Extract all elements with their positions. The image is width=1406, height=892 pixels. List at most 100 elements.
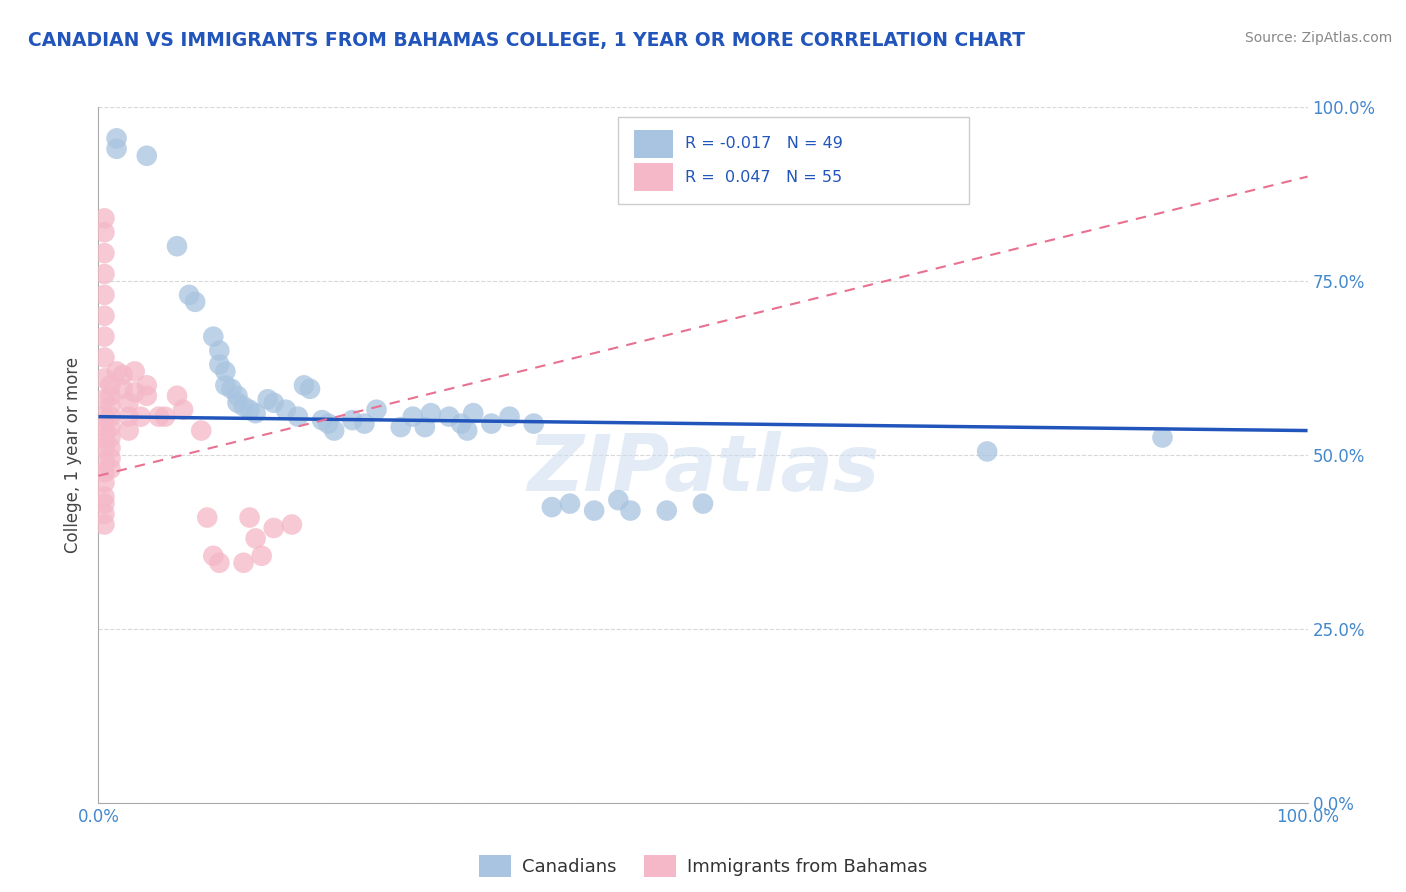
Point [420,406,443,420]
Point [274,402,297,417]
Point [93,371,115,385]
Point [226,389,249,403]
Point [366,402,388,417]
Point [135,149,157,163]
Point [93,475,115,490]
Point [202,549,225,563]
Point [655,503,678,517]
Point [93,517,115,532]
Point [323,424,346,438]
Point [93,441,115,455]
Point [481,417,503,431]
Point [124,385,146,400]
Point [413,420,436,434]
Point [93,225,115,239]
Point [523,417,546,431]
Point [437,409,460,424]
Point [135,389,157,403]
Point [316,417,339,431]
Text: CANADIAN VS IMMIGRANTS FROM BAHAMAS COLLEGE, 1 YEAR OR MORE CORRELATION CHART: CANADIAN VS IMMIGRANTS FROM BAHAMAS COLL… [28,31,1025,50]
Point [692,497,714,511]
Point [93,497,115,511]
Point [93,431,115,445]
Point [239,402,262,417]
Point [93,507,115,521]
Point [221,382,243,396]
Point [232,399,254,413]
Point [456,424,478,438]
Point [208,343,231,358]
Point [100,389,122,403]
Point [100,451,122,466]
Point [245,532,267,546]
Point [93,329,115,343]
Point [541,500,564,514]
Point [299,382,322,396]
Y-axis label: College, 1 year or more: College, 1 year or more [65,357,83,553]
Point [250,549,273,563]
Point [263,396,285,410]
Point [232,556,254,570]
Point [105,364,128,378]
Point [498,409,520,424]
Point [583,503,606,517]
Point [118,396,141,410]
Point [118,409,141,424]
Point [166,389,188,403]
Point [100,462,122,476]
Point [93,267,115,281]
Point [281,517,304,532]
Point [292,378,315,392]
Point [111,382,134,396]
FancyBboxPatch shape [619,118,969,204]
Point [100,399,122,413]
Legend: Canadians, Immigrants from Bahamas: Canadians, Immigrants from Bahamas [471,847,935,884]
Point [195,510,218,524]
Point [93,392,115,407]
Point [93,309,115,323]
Point [287,409,309,424]
Point [263,521,285,535]
Point [214,378,236,392]
Point [208,358,231,372]
Point [93,455,115,469]
Bar [634,163,673,191]
Point [172,402,194,417]
Point [179,288,201,302]
Point [353,417,375,431]
Point [976,444,998,458]
Text: ZIPatlas: ZIPatlas [527,431,879,507]
Point [118,424,141,438]
Point [190,424,212,438]
Point [607,493,630,508]
Point [100,420,122,434]
Bar [634,130,673,158]
Point [111,368,134,382]
Point [129,409,152,424]
Point [100,431,122,445]
Point [558,497,581,511]
Point [148,409,170,424]
Point [105,131,128,145]
Point [153,409,176,424]
Text: R = -0.017   N = 49: R = -0.017 N = 49 [685,136,842,152]
Text: R =  0.047   N = 55: R = 0.047 N = 55 [685,169,842,185]
Point [619,503,641,517]
Point [93,466,115,480]
Point [202,329,225,343]
Point [93,490,115,504]
Point [105,142,128,156]
Point [311,413,333,427]
Point [214,364,236,378]
Point [226,396,249,410]
Point [93,211,115,226]
Point [256,392,278,407]
Point [124,364,146,378]
Point [100,378,122,392]
Point [1152,431,1174,445]
Point [184,294,207,309]
Point [135,378,157,392]
Point [93,420,115,434]
Point [208,556,231,570]
Point [166,239,188,253]
